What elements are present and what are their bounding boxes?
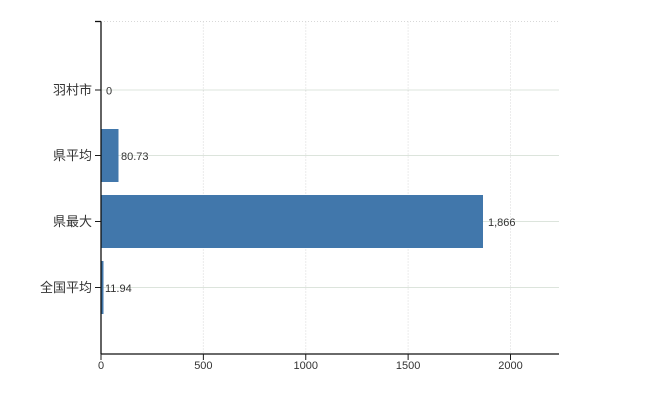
svg-text:80.73: 80.73 — [121, 151, 149, 163]
svg-text:県平均: 県平均 — [53, 148, 92, 163]
svg-text:500: 500 — [194, 360, 212, 372]
svg-text:1500: 1500 — [396, 360, 420, 372]
svg-text:1,866: 1,866 — [488, 217, 516, 229]
svg-text:1000: 1000 — [294, 360, 318, 372]
svg-text:羽村市: 羽村市 — [53, 83, 92, 98]
svg-text:0: 0 — [98, 360, 104, 372]
svg-text:全国平均: 全国平均 — [40, 280, 92, 295]
svg-text:2000: 2000 — [498, 360, 522, 372]
svg-text:11.94: 11.94 — [105, 283, 132, 295]
svg-text:0: 0 — [106, 86, 112, 98]
svg-text:県最大: 県最大 — [53, 214, 92, 229]
